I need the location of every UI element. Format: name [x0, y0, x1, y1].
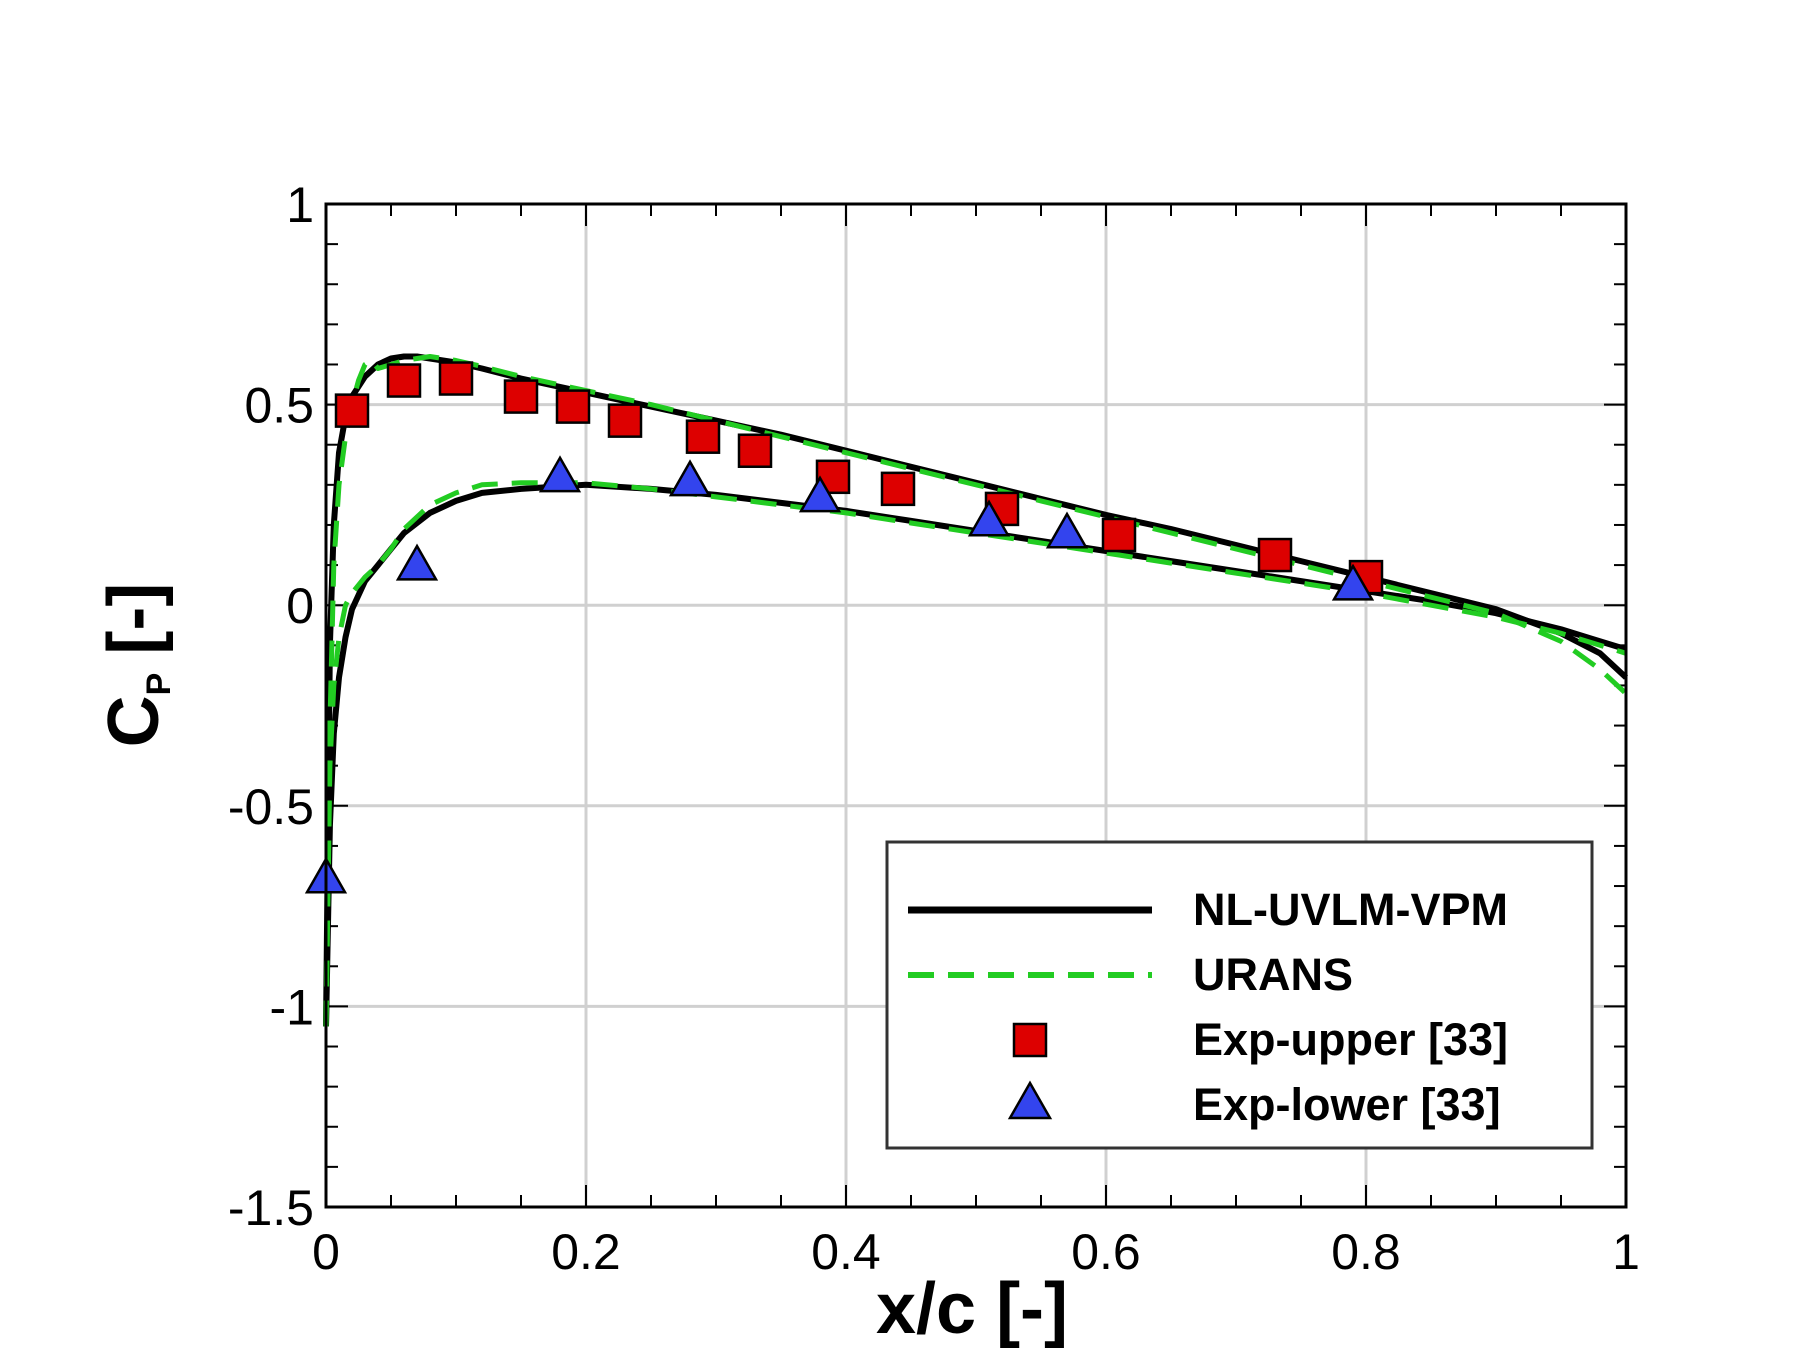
y-tick-labels: -1.5 -1 -0.5 0 0.5 1: [228, 177, 314, 1236]
marker-exp-upper: [880, 471, 916, 507]
legend-swatch-square: [1012, 1022, 1048, 1058]
y-tick-label: -1.5: [228, 1180, 314, 1236]
marker-exp-lower: [538, 455, 582, 493]
x-axis-title: x/c [-]: [876, 1269, 1068, 1349]
x-tick-label: 0.2: [551, 1224, 621, 1280]
marker-exp-lower: [967, 499, 1011, 537]
marker-exp-upper: [607, 403, 643, 438]
marker-exp-upper: [555, 389, 591, 424]
marker-exp-upper: [334, 393, 370, 428]
legend-label-urans: URANS: [1193, 949, 1353, 1000]
marker-exp-lower: [798, 475, 842, 513]
y-tick-label: 1: [286, 177, 314, 233]
marker-exp-lower: [1045, 511, 1089, 549]
y-axis-title-main: C: [94, 695, 174, 747]
legend-label-nl-uvlm-vpm: NL-UVLM-VPM: [1193, 884, 1508, 935]
y-tick-label: 0: [286, 578, 314, 634]
legend-swatches: [908, 906, 1152, 1120]
marker-exp-lower: [395, 543, 439, 581]
x-tick-label: 0.4: [811, 1224, 881, 1280]
marker-exp-lower: [1331, 563, 1375, 601]
marker-exp-upper: [1257, 537, 1293, 573]
x-tick-labels: 0 0.2 0.4 0.6 0.8 1: [312, 1224, 1640, 1280]
y-axis-title: CP [-]: [94, 583, 178, 748]
legend-box: [885, 840, 1594, 1150]
legend-label-exp-lower: Exp-lower [33]: [1193, 1079, 1501, 1130]
marker-exp-upper: [438, 361, 474, 396]
legend: NL-UVLM-VPM URANS Exp-upper [33] Exp-low…: [885, 840, 1594, 1150]
legend-label-exp-upper: Exp-upper [33]: [1193, 1014, 1508, 1065]
y-axis-title-sub: P: [140, 673, 178, 696]
legend-swatch-triangle: [1007, 1080, 1053, 1120]
x-tick-label: 0.8: [1331, 1224, 1401, 1280]
series-line-urans: [323, 354, 1628, 1027]
x-tick-label: 0: [312, 1224, 340, 1280]
x-tick-label: 0.6: [1071, 1224, 1141, 1280]
marker-exp-lower: [668, 459, 712, 497]
series-lines: [323, 353, 1629, 1027]
y-tick-label: -1: [270, 979, 314, 1035]
plot-frame: [324, 202, 1628, 1209]
data-markers: [304, 361, 1384, 894]
svg-text:CP[-]: CP [-]: [94, 583, 178, 748]
y-axis-title-unit: [-]: [94, 583, 174, 655]
series-line-urans: [323, 480, 1627, 1027]
y-tick-label: 0.5: [244, 378, 314, 434]
y-tick-label: -0.5: [228, 779, 314, 835]
x-tick-label: 1: [1612, 1224, 1640, 1280]
marker-exp-upper: [1101, 517, 1137, 553]
marker-exp-upper: [503, 379, 539, 414]
marker-exp-upper: [737, 433, 773, 468]
marker-exp-upper: [386, 363, 422, 398]
marker-exp-upper: [685, 419, 721, 454]
